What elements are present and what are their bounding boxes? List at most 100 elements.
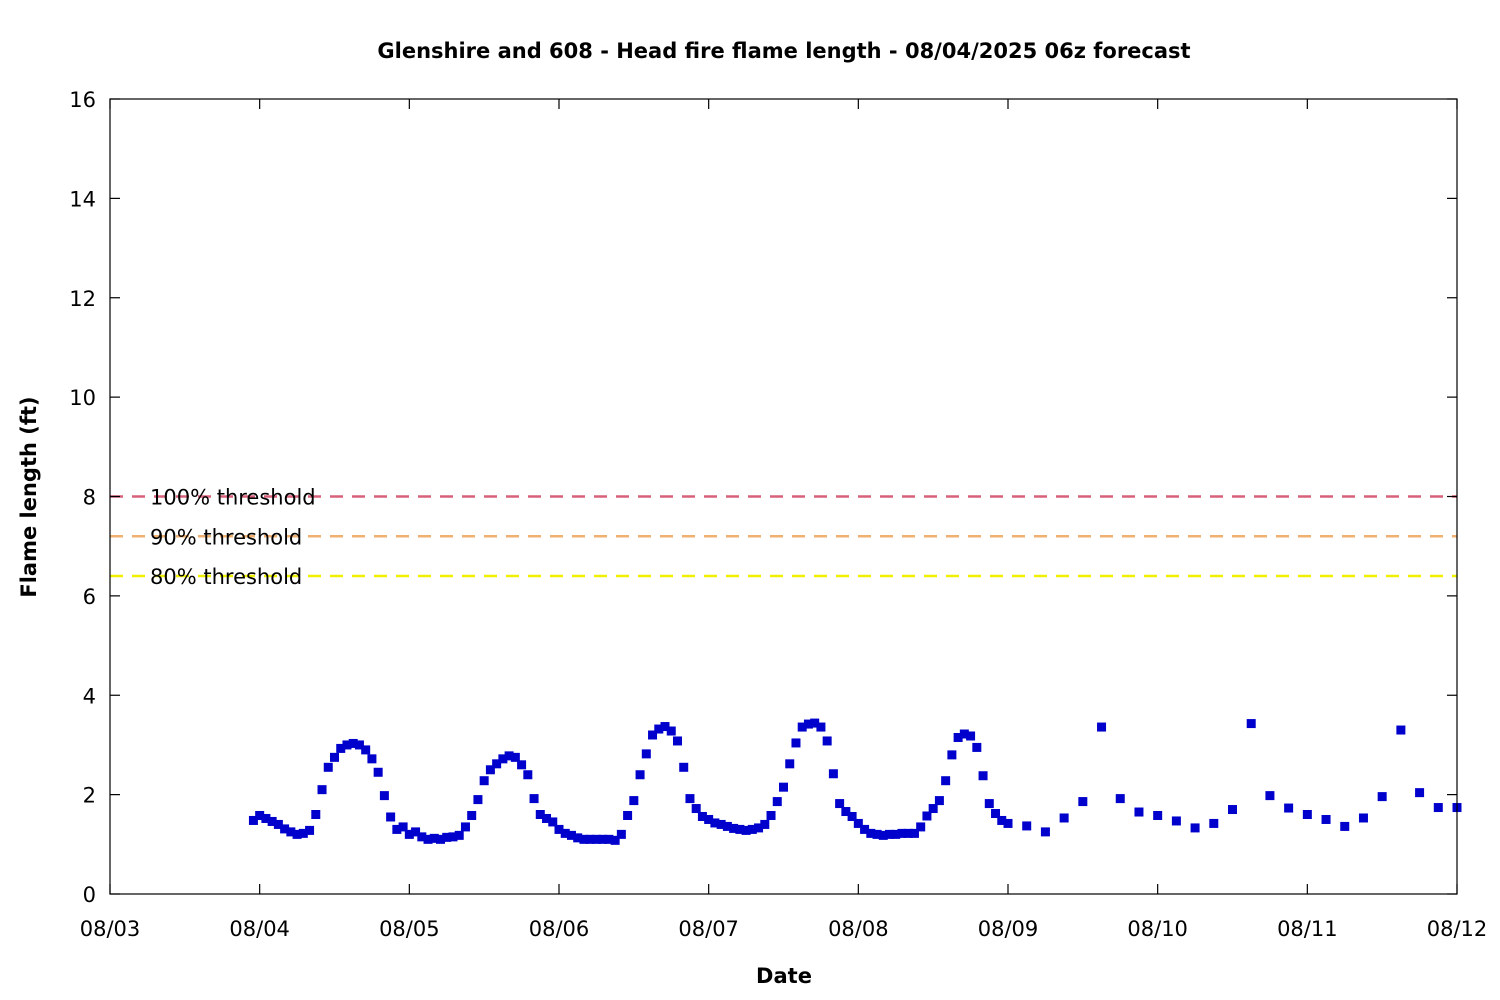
- chart-title: Glenshire and 608 - Head fire flame leng…: [377, 39, 1190, 63]
- data-point-0-54: [585, 834, 595, 844]
- y-axis-label: Flame length (ft): [17, 396, 41, 597]
- data-point-0-58: [610, 835, 620, 845]
- y-tick-labels: 0 2 4 6 8 10 12 14 16: [69, 88, 96, 907]
- data-point-0-133: [1228, 805, 1237, 815]
- data-point-0-30: [436, 834, 446, 844]
- data-point-0-8: [298, 828, 308, 838]
- data-point-0-10: [311, 810, 321, 819]
- data-point-0-124: [1059, 813, 1069, 823]
- data-point-0-38: [485, 765, 495, 775]
- data-point-0-102: [885, 829, 895, 839]
- y-tick-label-4: 8: [83, 486, 96, 510]
- data-point-0-53: [579, 834, 589, 844]
- data-point-0-103: [891, 829, 901, 839]
- data-point-0-129: [1153, 810, 1163, 820]
- data-point-0-36: [473, 795, 483, 805]
- data-point-0-86: [785, 759, 795, 769]
- data-point-0-123: [1040, 827, 1050, 837]
- x-tick-label-6: 08/09: [978, 917, 1039, 941]
- x-tick-labels: 08/03 08/04 08/05 08/06 08/07 08/08 08/09 08/10…: [80, 917, 1488, 941]
- data-point-0-140: [1358, 813, 1368, 823]
- x-tick-label-0: 08/03: [80, 917, 141, 941]
- threshold-label-1: 90% threshold: [150, 525, 302, 549]
- data-point-0-59: [616, 829, 626, 839]
- data-point-0-69: [679, 762, 689, 772]
- data-point-0-120: [997, 815, 1007, 825]
- data-point-0-19: [367, 754, 377, 764]
- data-point-0-76: [722, 821, 732, 831]
- data-point-0-26: [411, 827, 421, 837]
- data-point-0-68: [672, 736, 682, 746]
- x-tick-label-2: 08/05: [379, 917, 440, 941]
- data-point-0-101: [878, 830, 888, 840]
- data-point-0-96: [847, 811, 857, 821]
- data-point-0-62: [635, 770, 645, 780]
- x-tick-label-4: 08/07: [678, 917, 739, 941]
- data-point-0-87: [791, 738, 801, 748]
- x-tick-label-5: 08/08: [828, 917, 889, 941]
- data-point-0-17: [354, 740, 364, 750]
- data-point-0-25: [404, 829, 414, 839]
- data-point-0-104: [897, 828, 907, 838]
- data-point-0-108: [922, 811, 932, 821]
- data-point-0-72: [697, 811, 707, 821]
- threshold-label-2: 80% threshold: [150, 565, 302, 589]
- data-point-0-128: [1134, 807, 1144, 817]
- data-point-0-41: [504, 751, 514, 761]
- data-point-0-14: [336, 743, 346, 753]
- data-point-0-107: [916, 822, 926, 832]
- data-point-0-105: [903, 828, 913, 838]
- data-point-0-56: [598, 834, 608, 844]
- data-point-0-127: [1115, 794, 1125, 804]
- x-tick-label-1: 08/04: [229, 917, 290, 941]
- data-point-0-29: [429, 833, 439, 843]
- data-point-0-67: [666, 726, 676, 736]
- data-point-0-55: [591, 834, 601, 844]
- data-point-0-40: [498, 754, 508, 764]
- data-point-0-115: [966, 731, 976, 741]
- data-point-0-75: [716, 819, 726, 829]
- data-point-0-110: [934, 796, 944, 806]
- data-point-0-112: [947, 750, 957, 760]
- data-point-0-83: [766, 810, 776, 820]
- data-point-0-80: [747, 824, 757, 834]
- data-point-0-66: [660, 722, 670, 732]
- data-point-0-4: [273, 819, 283, 829]
- data-point-0-142: [1396, 725, 1406, 735]
- data-point-0-144: [1433, 803, 1443, 813]
- data-point-0-99: [866, 828, 876, 838]
- y-tick-label-5: 10: [69, 386, 96, 410]
- x-tick-label-7: 08/10: [1127, 917, 1188, 941]
- data-points: [248, 718, 1462, 845]
- data-point-0-34: [460, 822, 470, 832]
- data-point-0-122: [1022, 821, 1032, 831]
- data-point-0-91: [816, 722, 826, 732]
- data-point-0-22: [386, 812, 396, 822]
- data-point-0-0: [248, 815, 258, 825]
- data-point-0-35: [467, 810, 477, 820]
- data-point-0-57: [604, 834, 614, 844]
- data-point-0-74: [710, 818, 720, 828]
- data-point-0-109: [928, 804, 938, 814]
- data-point-0-5: [280, 824, 290, 834]
- y-tick-label-3: 6: [83, 585, 96, 609]
- data-point-0-77: [729, 823, 739, 833]
- data-point-0-42: [510, 752, 520, 762]
- data-point-0-3: [267, 816, 277, 826]
- data-point-0-100: [872, 829, 882, 839]
- data-point-0-92: [822, 736, 832, 746]
- data-point-0-106: [909, 828, 919, 838]
- y-tick-label-1: 2: [83, 784, 96, 808]
- data-point-0-130: [1171, 816, 1181, 826]
- data-point-0-121: [1003, 818, 1013, 828]
- data-point-0-24: [398, 822, 408, 832]
- data-point-0-141: [1377, 792, 1387, 802]
- data-point-0-135: [1265, 791, 1275, 801]
- data-point-0-13: [330, 752, 339, 762]
- data-point-0-84: [772, 797, 782, 807]
- data-point-0-12: [323, 762, 333, 772]
- threshold-label-0: 100% threshold: [150, 486, 316, 510]
- data-point-0-93: [828, 769, 838, 779]
- y-tick-label-2: 4: [83, 684, 96, 708]
